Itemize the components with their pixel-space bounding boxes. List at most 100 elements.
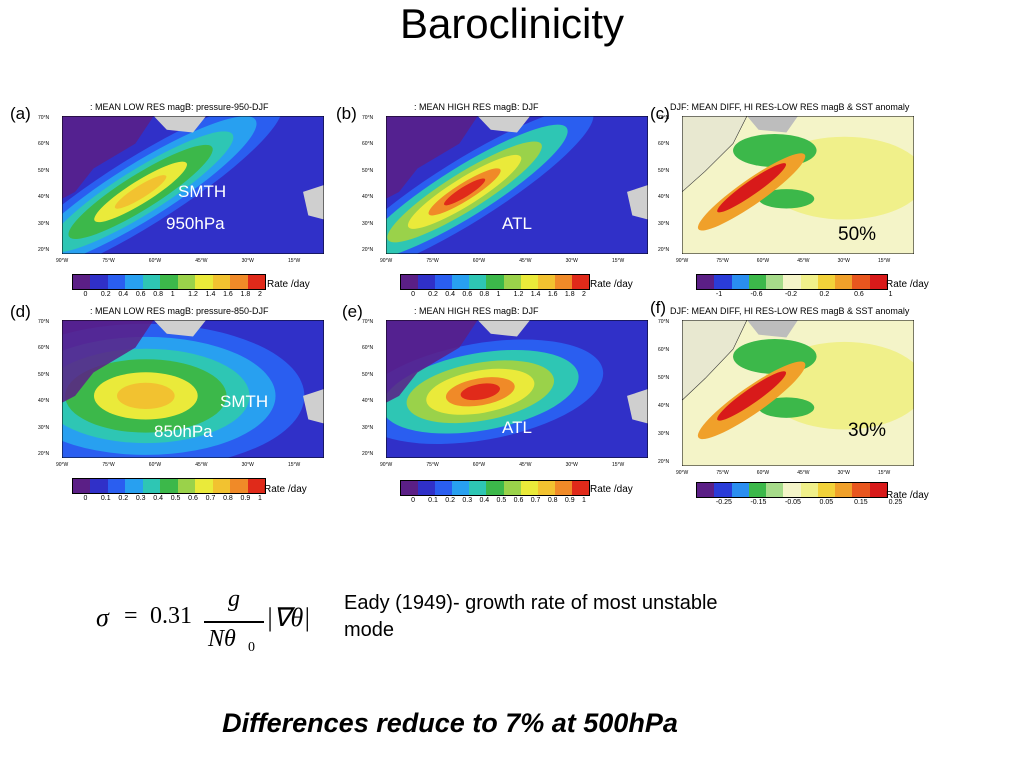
latitude-label: 40°N: [658, 403, 670, 409]
colorbar-swatch: [817, 483, 836, 497]
colorbar-swatch: [73, 275, 91, 289]
colorbar-tick-label: -0.15: [750, 499, 767, 506]
longitude-label: 60°W: [756, 470, 770, 476]
colorbar-tick-label: 0.6: [513, 497, 524, 504]
colorbar-tick-label: 0.6: [854, 291, 864, 298]
longitude-label: 75°W: [716, 258, 729, 264]
longitude-label: 45°W: [797, 470, 810, 476]
equation-denominator: Nθ: [208, 626, 236, 652]
colorbar-tick-label: 0.1: [428, 497, 438, 504]
colorbar-tick-label: 1.4: [530, 291, 541, 298]
colorbar-swatch: [800, 275, 818, 289]
colorbar-swatch: [748, 483, 767, 497]
north-america-land: [682, 116, 748, 193]
colorbar-swatch: [783, 275, 801, 289]
contour-map: [682, 116, 914, 254]
colorbar-tick-label: 0.4: [118, 291, 129, 298]
longitude-label: 15°W: [288, 258, 301, 264]
longitude-label: 30°W: [837, 470, 850, 476]
colorbar-swatch: [212, 275, 231, 289]
latitude-label: 40°N: [658, 194, 670, 201]
colorbar-swatch: [714, 275, 732, 289]
panel-annotation: ATL: [502, 418, 532, 437]
latitude-label: 70°N: [362, 319, 374, 325]
colorbar-swatch: [697, 275, 715, 289]
longitude-label: 15°W: [612, 258, 625, 264]
colorbar-tick-label: 1: [258, 495, 262, 502]
colorbar-tick-label: 0.2: [819, 291, 830, 298]
colorbar-swatch: [195, 479, 213, 493]
colorbar: [72, 478, 266, 494]
panel-label: (c): [650, 104, 670, 123]
longitude-label: 90°W: [56, 462, 69, 468]
latitude-label: 50°N: [38, 167, 50, 174]
colorbar-swatch: [452, 481, 470, 495]
colorbar-tick-label: 1: [582, 497, 586, 504]
north-america-land: [386, 116, 478, 199]
colorbar-swatch: [869, 275, 887, 289]
panel-label: (d): [10, 302, 31, 321]
colorbar-swatch: [800, 483, 818, 497]
equation-sigma: σ: [96, 603, 109, 632]
equation-description: Eady (1949)- growth rate of most unstabl…: [344, 592, 718, 641]
colorbar-swatch: [766, 275, 784, 289]
colorbar: [400, 274, 590, 290]
colorbar-swatch: [125, 275, 143, 289]
equation-coefficient: 0.31: [150, 603, 192, 629]
latitude-label: 20°N: [38, 247, 50, 253]
panel-annotation: 950hPa: [166, 214, 225, 233]
latitude-label: 50°N: [38, 371, 50, 378]
latitude-label: 50°N: [658, 375, 670, 381]
colorbar-tick-label: 0.2: [118, 495, 129, 502]
longitude-label: 90°W: [380, 258, 393, 264]
colorbar-swatch: [537, 275, 555, 289]
colorbar-swatch: [520, 481, 538, 495]
longitude-label: 30°W: [241, 258, 254, 264]
colorbar-tick-label: 0: [83, 291, 88, 298]
baroclinicity-contour: [117, 382, 175, 410]
longitude-label: 45°W: [195, 258, 208, 264]
colorbar-swatch: [452, 275, 470, 289]
panel-annotation: 30%: [848, 420, 887, 441]
latitude-label: 20°N: [362, 247, 374, 253]
colorbar-units: Rate /day: [267, 279, 310, 290]
colorbar-swatch: [554, 275, 572, 289]
colorbar-swatch: [486, 275, 504, 289]
longitude-label: 45°W: [797, 258, 810, 264]
longitude-label: 15°W: [612, 462, 625, 468]
colorbar-swatch: [835, 275, 853, 289]
panel-annotation: 50%: [838, 224, 877, 245]
latitude-label: 50°N: [362, 167, 374, 174]
panel-title: DJF: MEAN DIFF, HI RES-LOW RES magB & SS…: [670, 102, 910, 112]
africa-land: [627, 389, 648, 424]
latitude-label: 40°N: [38, 194, 50, 201]
colorbar-swatch: [90, 275, 108, 289]
latitude-label: 70°N: [362, 115, 374, 121]
latitude-label: 30°N: [38, 220, 50, 227]
panel-label: (b): [336, 104, 357, 123]
anomaly-region-negative: [733, 133, 817, 168]
equation-equals: =: [124, 603, 138, 629]
africa-land: [303, 185, 324, 220]
longitude-label: 30°W: [837, 258, 850, 264]
colorbar-tick-label: 0.5: [496, 497, 507, 504]
latitude-label: 60°N: [362, 141, 374, 148]
latitude-label: 30°N: [658, 220, 670, 227]
colorbar-swatch: [107, 479, 126, 493]
colorbar-units: Rate /day: [264, 484, 307, 495]
colorbar-swatch: [247, 275, 265, 289]
colorbar-tick-label: 1: [170, 291, 175, 298]
colorbar-tick-label: 0.8: [547, 497, 558, 504]
longitude-label: 45°W: [519, 258, 532, 264]
latitude-label: 20°N: [658, 459, 670, 465]
panel-label: (a): [10, 104, 31, 123]
colorbar-tick-label: 2: [258, 291, 262, 298]
colorbar-tick-label: 0.2: [428, 291, 438, 298]
colorbar-swatch: [835, 483, 853, 497]
colorbar-swatch: [401, 275, 419, 289]
longitude-label: 15°W: [878, 258, 891, 264]
colorbar-tick-label: -0.05: [785, 499, 801, 506]
colorbar-swatch: [435, 275, 453, 289]
colorbar-swatch: [783, 483, 801, 497]
panel-label: (e): [342, 302, 363, 321]
